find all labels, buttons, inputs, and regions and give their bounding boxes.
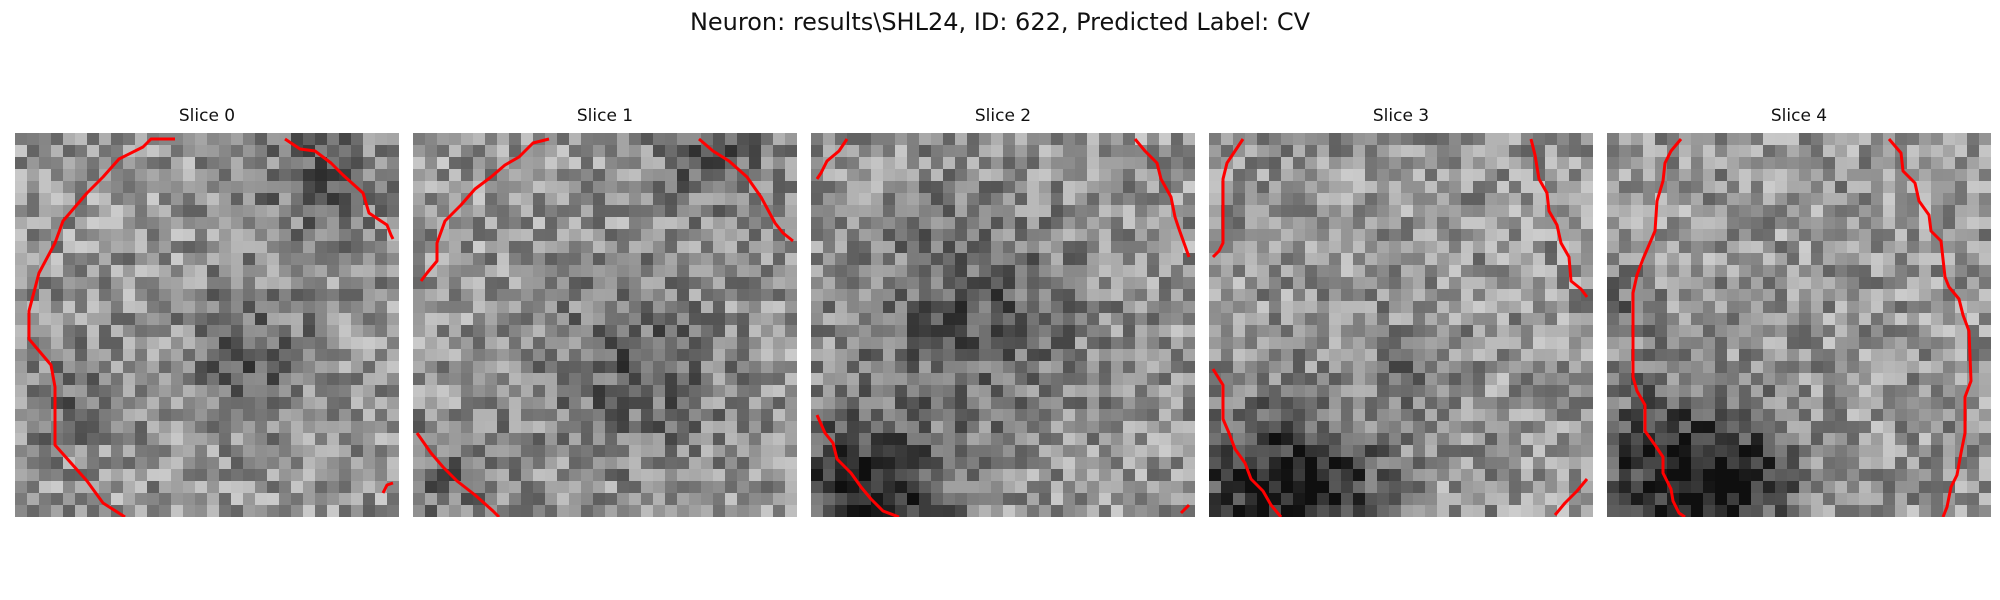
slice-image xyxy=(413,133,797,517)
contour-line xyxy=(27,137,175,517)
contour-line xyxy=(1887,138,1973,517)
contour-line xyxy=(1529,138,1589,298)
contour-line xyxy=(1211,368,1283,517)
contour-line xyxy=(815,138,849,180)
contour-line xyxy=(1211,138,1245,259)
slice-image xyxy=(811,133,1195,517)
slice-pixels xyxy=(413,133,797,517)
slice-title: Slice 1 xyxy=(576,106,634,126)
slice-pixels xyxy=(15,133,399,517)
contour-line xyxy=(419,137,550,282)
slice-pixels xyxy=(1607,133,1991,517)
contour-line xyxy=(1133,138,1191,258)
contour-line xyxy=(381,481,394,494)
slice-pixels xyxy=(811,133,1195,517)
slice-image xyxy=(1209,133,1593,517)
contour-line xyxy=(1179,503,1191,515)
slice-image xyxy=(15,133,399,517)
contour-line xyxy=(415,432,501,517)
slice-title: Slice 2 xyxy=(974,106,1032,126)
contour-line xyxy=(284,137,395,240)
contour-line xyxy=(815,414,900,517)
contour-line xyxy=(698,137,794,243)
slice-title: Slice 3 xyxy=(1372,106,1430,126)
slice-pixels xyxy=(1209,133,1593,517)
slice-title: Slice 4 xyxy=(1770,106,1828,126)
contour-line xyxy=(1631,138,1686,517)
contour-line xyxy=(1553,478,1589,516)
slice-image xyxy=(1607,133,1991,517)
slice-title: Slice 0 xyxy=(178,106,236,126)
figure-title: Neuron: results\SHL24, ID: 622, Predicte… xyxy=(689,8,1311,36)
